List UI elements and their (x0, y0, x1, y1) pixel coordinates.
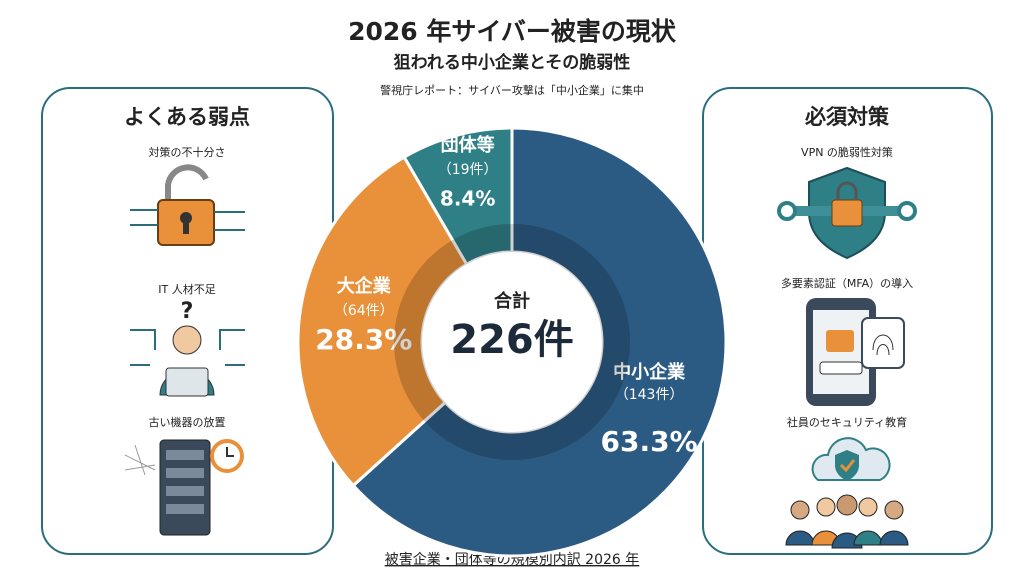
segment-name: 中小企業 (613, 361, 686, 383)
panel-item: 対策の不十分さ (149, 145, 226, 159)
panel-title: 必須対策 (805, 105, 890, 129)
panel-item: 社員のセキュリティ教育 (787, 415, 907, 429)
title: 2026 年サイバー被害の現状 (348, 17, 677, 46)
center (422, 252, 602, 432)
icon-phone (806, 298, 905, 406)
panel-item: VPN の脆弱性対策 (801, 145, 893, 159)
segment-count: （64件） (334, 303, 394, 319)
segment-name: 大企業 (337, 275, 392, 297)
subtitle: 狙われる中小企業とその脆弱性 (394, 52, 631, 73)
caption: 被害企業・団体等の規模別内訳 2026 年 (385, 551, 640, 568)
icon-server (124, 439, 244, 536)
value-label: 8.4% (440, 186, 495, 210)
center-value: 226件 (450, 317, 574, 363)
icon-person: ? (130, 299, 245, 397)
panel-item: 多要素認証（MFA）の導入 (781, 276, 913, 290)
icon-broken-lock (130, 164, 245, 246)
segment-count: （143件） (615, 387, 684, 403)
segment-count: （19件） (438, 162, 498, 178)
center-title: 合計 (494, 290, 530, 312)
panel-item: 古い機器の放置 (149, 415, 226, 429)
icon-shield (777, 166, 917, 260)
panel-item: IT 人材不足 (158, 282, 215, 296)
value-label: 28.3% (315, 323, 412, 356)
svg-text:?: ? (181, 299, 194, 324)
value-label: 63.3% (601, 425, 698, 458)
panel-title: よくある弱点 (124, 105, 250, 129)
icon-team (785, 437, 909, 549)
note: 警視庁レポート：サイバー攻撃は「中小企業」に集中 (380, 83, 644, 97)
segment-name: 団体等 (441, 134, 495, 156)
